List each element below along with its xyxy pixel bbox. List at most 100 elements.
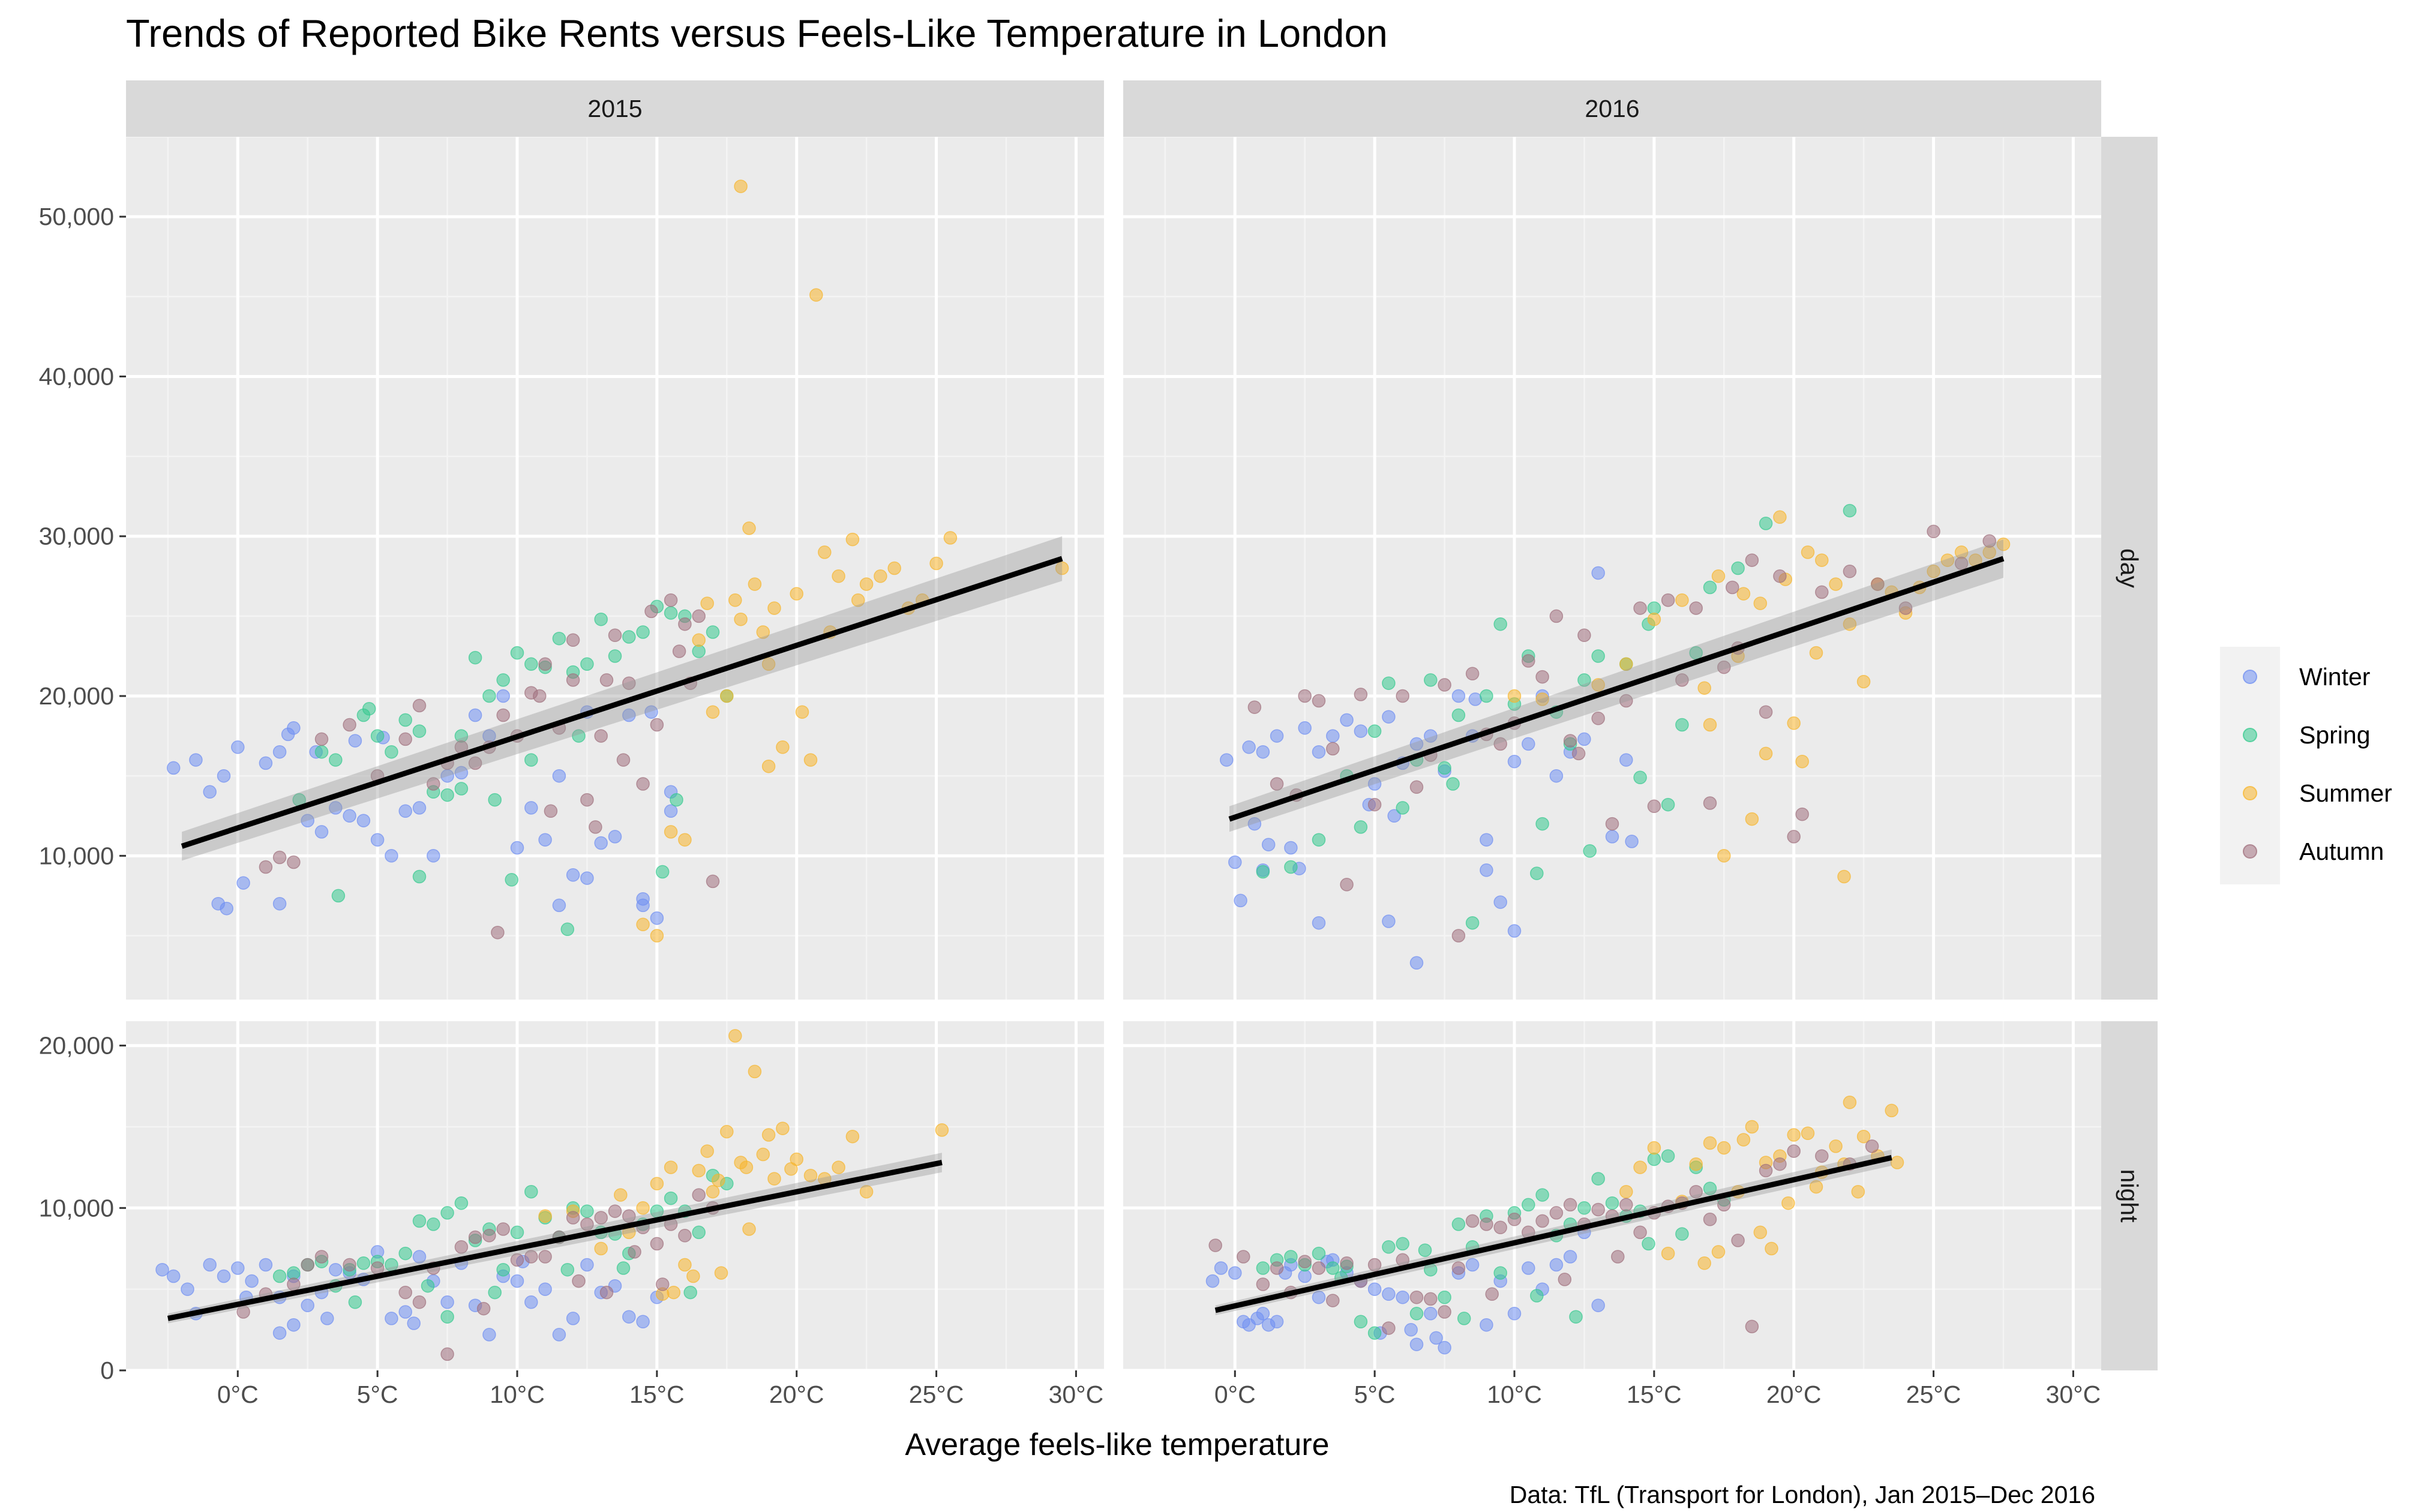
point-autumn: [1237, 1250, 1250, 1264]
point-autumn: [1438, 678, 1451, 692]
point-spring: [440, 788, 454, 802]
point-spring: [1256, 1261, 1270, 1275]
point-autumn: [1270, 1261, 1284, 1275]
point-winter: [1247, 817, 1262, 831]
point-autumn: [1535, 1214, 1549, 1228]
point-summer: [1885, 1103, 1898, 1118]
point-autumn: [1465, 1214, 1480, 1228]
point-winter: [1563, 1250, 1577, 1264]
point-summer: [1745, 1120, 1759, 1134]
point-winter: [287, 721, 301, 735]
point-winter: [566, 1312, 580, 1325]
point-winter: [482, 1328, 496, 1342]
point-summer: [943, 531, 958, 545]
point-spring: [524, 1184, 538, 1199]
point-winter: [166, 761, 181, 775]
point-spring: [1577, 1201, 1591, 1215]
point-spring: [356, 1256, 371, 1270]
trend-line: [181, 556, 1063, 849]
point-summer: [929, 556, 943, 571]
point-autumn: [314, 732, 329, 746]
strip-day: day: [2101, 137, 2158, 1000]
point-autumn: [1409, 1290, 1424, 1304]
point-summer: [761, 1128, 776, 1142]
point-autumn: [398, 732, 412, 746]
point-autumn: [524, 1250, 538, 1264]
point-spring: [1465, 916, 1480, 930]
point-winter: [259, 1258, 273, 1272]
point-autumn: [1424, 1292, 1438, 1306]
point-winter: [1382, 710, 1396, 724]
point-summer: [1717, 849, 1731, 863]
point-winter: [608, 830, 622, 844]
point-summer: [706, 1184, 720, 1199]
point-summer: [678, 1258, 692, 1272]
point-spring: [440, 1206, 454, 1220]
point-autumn: [692, 609, 706, 623]
point-winter: [594, 836, 608, 850]
point-winter: [220, 901, 233, 916]
x-tick-label: 25°C: [1906, 1381, 1961, 1408]
point-autumn: [412, 1295, 427, 1309]
point-summer: [776, 740, 790, 754]
y-tick-label: 50,000: [39, 203, 114, 230]
point-autumn: [1367, 1258, 1382, 1272]
point-spring: [560, 1262, 575, 1277]
point-autumn: [1703, 796, 1717, 810]
panel-background: [1123, 1021, 2101, 1370]
x-axis-title: Average feels-like temperature: [905, 1427, 1329, 1462]
point-spring: [1493, 1266, 1507, 1280]
point-winter: [552, 898, 566, 913]
point-spring: [1312, 833, 1326, 847]
point-spring: [1759, 517, 1773, 530]
y-axis-day: 10,000 20,000 30,000 40,000 50,000: [39, 203, 126, 869]
point-summer: [1829, 1139, 1843, 1153]
point-autumn: [1326, 742, 1340, 756]
point-spring: [496, 1262, 510, 1277]
point-autumn: [1507, 1213, 1522, 1226]
point-spring: [488, 793, 502, 807]
x-tick-label: 5°C: [1354, 1381, 1396, 1408]
point-spring: [505, 873, 518, 887]
point-summer: [935, 1123, 949, 1137]
panel-background: [126, 137, 1104, 1000]
panel-2015-day: [126, 136, 1104, 1000]
point-winter: [272, 745, 287, 759]
point-autumn: [1522, 654, 1535, 668]
point-winter: [1382, 1287, 1396, 1301]
point-winter: [454, 766, 469, 780]
point-winter: [189, 753, 203, 767]
point-spring: [1535, 1188, 1549, 1202]
point-summer: [767, 1172, 781, 1186]
point-spring: [1284, 1250, 1298, 1264]
point-autumn: [1256, 1277, 1270, 1291]
point-autumn: [1571, 746, 1586, 761]
point-spring: [1396, 801, 1409, 815]
point-winter: [1605, 830, 1619, 844]
point-winter: [412, 1250, 427, 1264]
y-tick-label: 0: [100, 1357, 114, 1384]
point-autumn: [1367, 797, 1382, 812]
point-winter: [552, 769, 566, 783]
legend-item-summer: Summer: [2243, 779, 2392, 807]
point-summer: [1697, 681, 1711, 695]
legend-swatch: [2243, 844, 2257, 859]
point-winter: [272, 896, 287, 911]
point-autumn: [1982, 534, 1996, 548]
point-summer: [1940, 553, 1955, 567]
point-autumn: [1927, 524, 1940, 539]
point-autumn: [1745, 1319, 1759, 1334]
point-autumn: [1451, 929, 1466, 943]
point-winter: [1256, 745, 1270, 759]
strip-night: night: [2101, 1021, 2158, 1370]
point-winter: [1549, 1258, 1564, 1272]
point-spring: [385, 745, 398, 759]
point-summer: [1829, 577, 1843, 591]
point-summer: [700, 1144, 714, 1158]
point-spring: [1382, 1240, 1396, 1254]
point-autumn: [608, 1204, 622, 1218]
point-autumn: [594, 729, 608, 743]
point-spring: [440, 1310, 454, 1324]
